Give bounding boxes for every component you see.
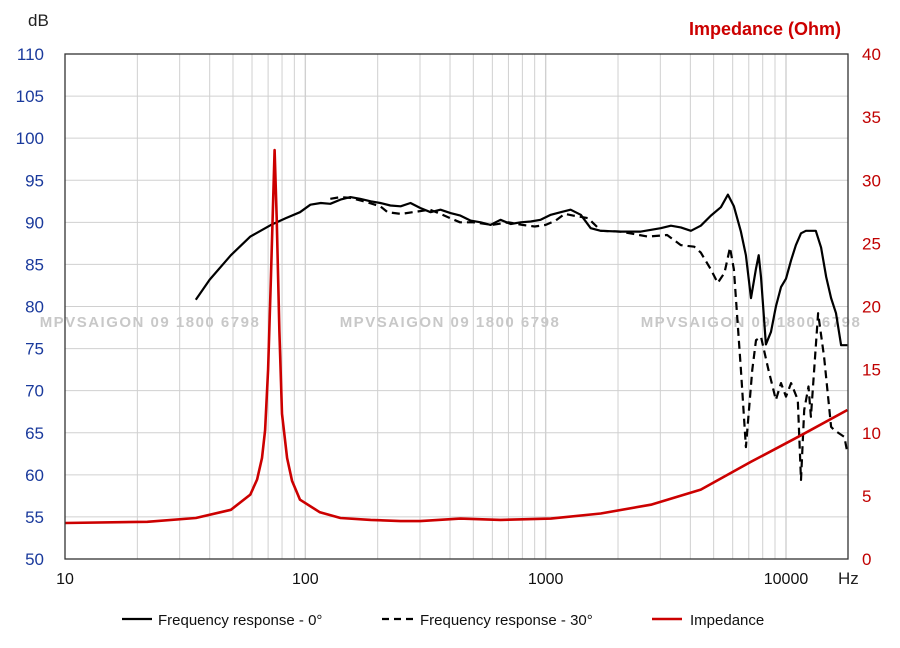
y-tick-label: 80: [25, 298, 44, 317]
watermark: MPVSAIGON 09 1800 6798: [340, 314, 561, 331]
y2-tick-label: 40: [862, 45, 881, 64]
x-tick-label: 1000: [528, 571, 564, 588]
y2-tick-label: 20: [862, 298, 881, 317]
series-fr30-line: [330, 196, 849, 481]
y2-axis-label: Impedance (Ohm): [689, 19, 841, 39]
series-lines: [64, 148, 849, 525]
legend-label-fr30: Frequency response - 30°: [420, 612, 593, 629]
x-axis-label: Hz: [838, 569, 859, 588]
x-tick-label: 100: [292, 571, 319, 588]
y2-tick-label: 30: [862, 171, 881, 190]
y2-tick-label: 0: [862, 550, 871, 569]
y-tick-label: 110: [17, 45, 44, 64]
y-tick-label: 100: [16, 129, 44, 148]
y2-tick-label: 15: [862, 361, 881, 380]
plot-frame: [64, 53, 849, 560]
watermark: MPVSAIGON 09 1800 6798: [641, 314, 862, 331]
y-tick-label: 105: [16, 87, 44, 106]
y2-tick-label: 25: [862, 234, 881, 253]
series-impedance-line: [64, 148, 849, 525]
y-tick-label: 55: [25, 508, 44, 527]
legend: Frequency response - 0° Frequency respon…: [122, 612, 764, 629]
y-tick-label: 50: [25, 550, 44, 569]
x-tick-label: 10000: [764, 571, 809, 588]
series-fr0-line: [194, 193, 848, 347]
y-tick-label: 90: [25, 213, 44, 232]
y-tick-label: 95: [25, 171, 44, 190]
legend-label-fr0: Frequency response - 0°: [158, 612, 322, 629]
axes: 50 55 60 65 70 75 80 85 90 95 100 105 110 0 5 10 15 20 25 3…: [16, 45, 881, 588]
legend-label-impedance: Impedance: [690, 612, 764, 629]
y-tick-label: 85: [25, 255, 44, 274]
y2-tick-label: 5: [862, 487, 871, 506]
y-tick-label: 75: [25, 340, 44, 359]
watermarks: MPVSAIGON 09 1800 6798 MPVSAIGON 09 1800…: [40, 314, 862, 331]
grid: [65, 53, 848, 560]
y-tick-label: 70: [25, 382, 44, 401]
y2-tick-label: 35: [862, 108, 881, 127]
y-axis-label: dB: [28, 11, 49, 30]
watermark: MPVSAIGON 09 1800 6798: [40, 314, 261, 331]
y-tick-label: 65: [25, 424, 44, 443]
y2-tick-label: 10: [862, 424, 881, 443]
x-tick-label: 10: [56, 571, 74, 588]
y-tick-label: 60: [25, 466, 44, 485]
